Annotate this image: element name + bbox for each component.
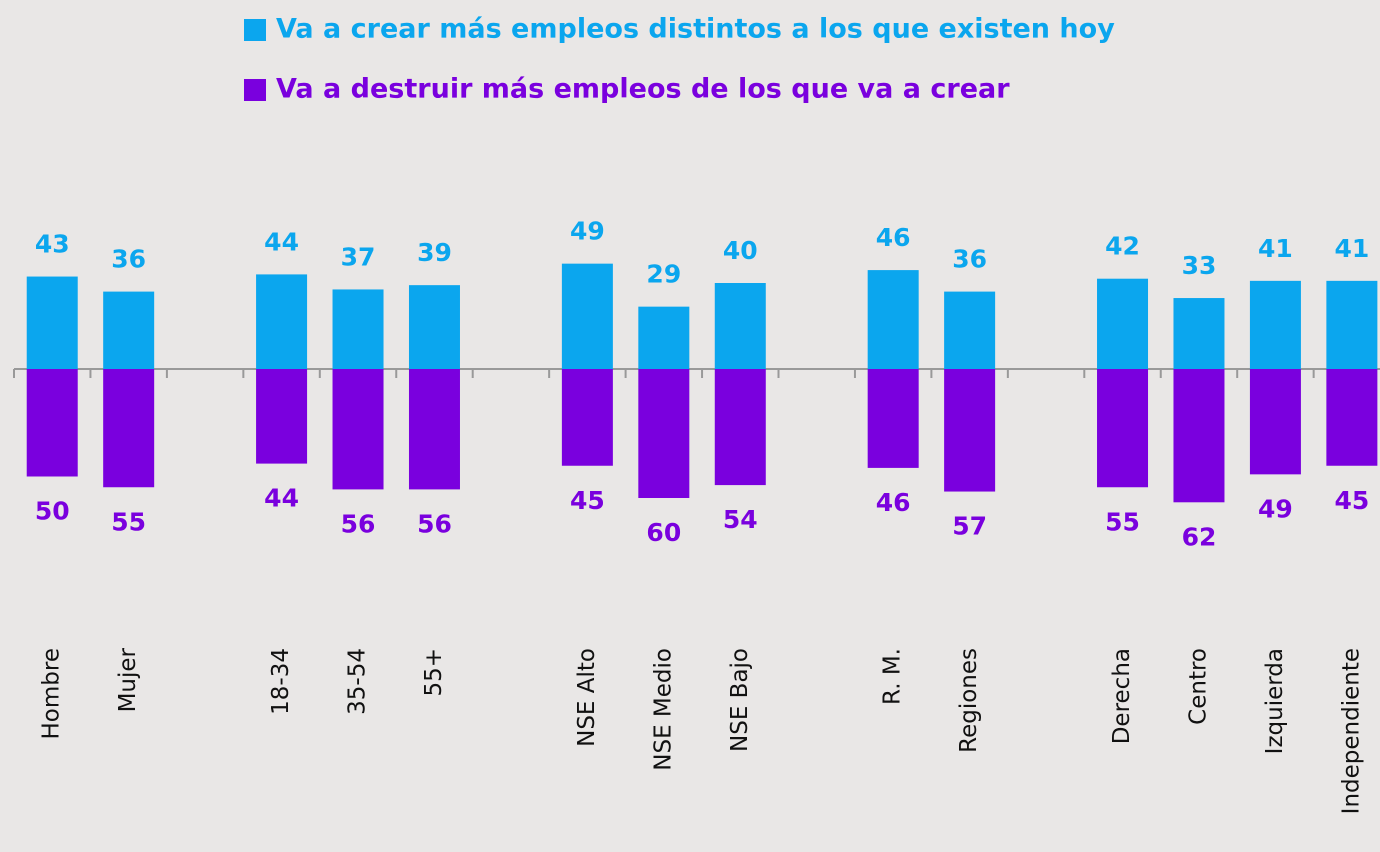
x-tick-label: NSE Alto <box>574 648 600 747</box>
bar <box>867 369 919 468</box>
data-label: 55 <box>1105 507 1140 536</box>
data-label: 49 <box>1258 494 1293 523</box>
bar <box>638 369 690 498</box>
data-label: 54 <box>723 505 758 534</box>
x-tick-label: Regiones <box>956 648 982 753</box>
x-tick-label: Derecha <box>1109 648 1135 744</box>
data-label: 46 <box>876 488 911 517</box>
x-tick-label: 18-34 <box>268 648 294 715</box>
x-tick-label: R. M. <box>880 648 906 705</box>
bar <box>1326 369 1378 466</box>
data-label: 44 <box>264 227 299 256</box>
bar <box>561 369 613 466</box>
bar <box>1097 369 1149 488</box>
x-tick-label: 55+ <box>421 648 447 697</box>
data-label: 44 <box>264 484 299 513</box>
data-label: 36 <box>111 245 146 274</box>
bar <box>26 276 78 369</box>
bar <box>408 369 460 490</box>
data-label: 41 <box>1334 234 1369 263</box>
data-label: 36 <box>952 245 987 274</box>
data-label: 57 <box>952 512 987 541</box>
x-tick-label: Mujer <box>115 647 141 712</box>
data-label: 29 <box>646 260 681 289</box>
x-tick-label: NSE Medio <box>650 648 676 771</box>
bar <box>1173 298 1225 369</box>
bar <box>944 291 996 369</box>
legend-swatch <box>244 19 266 41</box>
bar <box>332 289 384 369</box>
x-tick-label: NSE Bajo <box>727 648 753 752</box>
bar <box>332 369 384 490</box>
bar <box>714 283 766 369</box>
data-label: 42 <box>1105 232 1140 261</box>
data-label: 39 <box>417 238 452 267</box>
x-tick-label: Izquierda <box>1262 648 1288 754</box>
data-label: 62 <box>1182 522 1217 551</box>
data-label: 45 <box>570 486 605 515</box>
bar <box>1249 369 1301 475</box>
data-label: 50 <box>35 497 70 526</box>
x-tick-label: Hombre <box>39 648 65 739</box>
bar <box>408 285 460 369</box>
bar <box>256 274 308 369</box>
legend-label: Va a destruir más empleos de los que va … <box>276 74 1010 105</box>
legend-swatch <box>244 79 266 101</box>
data-label: 46 <box>876 223 911 252</box>
bar <box>944 369 996 492</box>
bar <box>867 270 919 369</box>
data-label: 55 <box>111 507 146 536</box>
data-label: 40 <box>723 236 758 265</box>
bar <box>1326 280 1378 369</box>
data-label: 56 <box>417 509 452 538</box>
legend-label: Va a crear más empleos distintos a los q… <box>276 14 1115 45</box>
bar <box>1249 280 1301 369</box>
data-label: 56 <box>341 509 376 538</box>
data-label: 49 <box>570 217 605 246</box>
data-label: 37 <box>341 242 376 271</box>
bar <box>1097 278 1149 369</box>
data-label: 33 <box>1182 251 1217 280</box>
x-tick-label: Independiente <box>1338 648 1364 814</box>
bar <box>256 369 308 464</box>
bar <box>638 306 690 369</box>
x-tick-label: 35-54 <box>345 648 371 715</box>
bar <box>1173 369 1225 503</box>
data-label: 43 <box>35 230 70 259</box>
bar <box>103 369 155 488</box>
bar <box>26 369 78 477</box>
data-label: 41 <box>1258 234 1293 263</box>
bar <box>103 291 155 369</box>
x-tick-label: Centro <box>1185 648 1211 725</box>
data-label: 60 <box>646 518 681 547</box>
bar <box>561 263 613 369</box>
bar <box>714 369 766 486</box>
data-label: 45 <box>1334 486 1369 515</box>
